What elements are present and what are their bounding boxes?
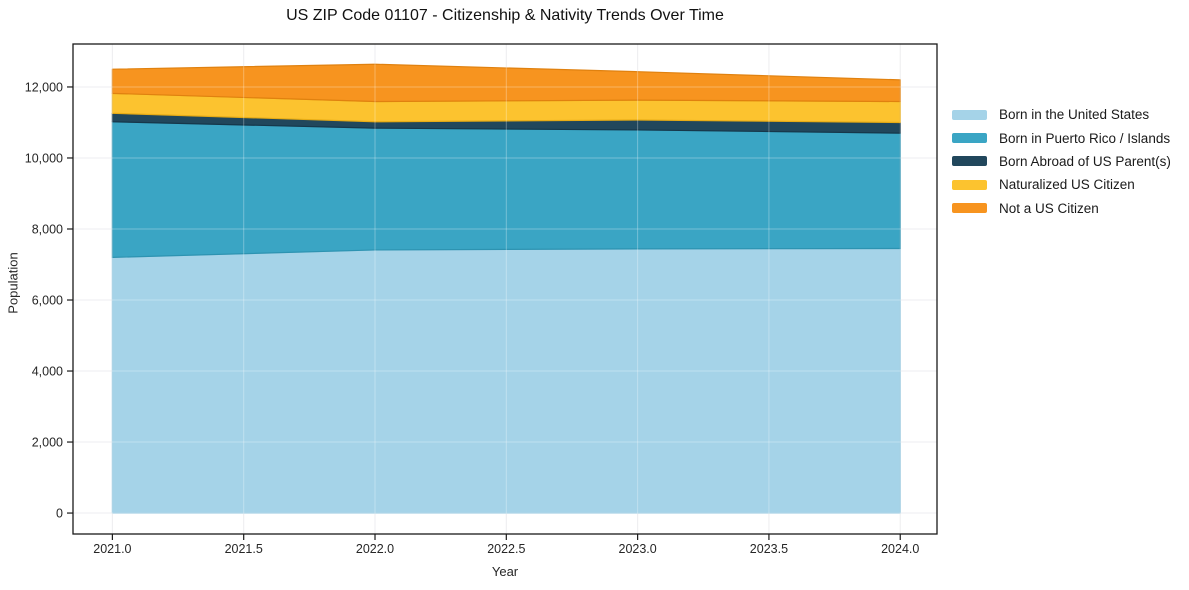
x-tick-label: 2021.0 [93,542,131,556]
y-axis-label: Population [5,252,21,314]
x-tick-label: 2022.5 [487,542,525,556]
legend-swatch [952,179,987,190]
legend-item: Born in the United States [952,103,1171,126]
x-axis-label: Year [491,564,519,579]
legend-label: Naturalized US Citizen [999,177,1135,193]
y-tick-label: 6,000 [32,294,63,308]
legend-item: Naturalized US Citizen [952,173,1171,196]
x-tick-label: 2024.0 [881,542,919,556]
x-tick-label: 2021.5 [225,542,263,556]
x-tick-label: 2022.0 [356,542,394,556]
y-tick-label: 12,000 [25,80,63,94]
chart-title: US ZIP Code 01107 - Citizenship & Nativi… [286,7,724,24]
y-tick-label: 0 [56,507,63,521]
x-tick-label: 2023.0 [619,542,657,556]
y-tick-label: 4,000 [32,365,63,379]
legend-item: Not a US Citizen [952,197,1171,220]
legend-swatch [952,109,987,120]
legend-swatch [952,156,987,167]
y-tick-label: 8,000 [32,222,63,236]
legend-label: Born in Puerto Rico / Islands [999,130,1171,146]
legend-label: Born Abroad of US Parent(s) [999,153,1171,169]
legend-item: Born in Puerto Rico / Islands [952,126,1171,149]
legend-label: Not a US Citizen [999,200,1099,216]
legend-swatch [952,133,987,144]
y-tick-label: 10,000 [25,151,63,165]
y-tick-label: 2,000 [32,436,63,450]
legend: Born in the United States Born in Puerto… [952,103,1171,220]
legend-item: Born Abroad of US Parent(s) [952,150,1171,173]
legend-swatch [952,203,987,214]
legend-label: Born in the United States [999,107,1150,123]
x-tick-label: 2023.5 [750,542,788,556]
